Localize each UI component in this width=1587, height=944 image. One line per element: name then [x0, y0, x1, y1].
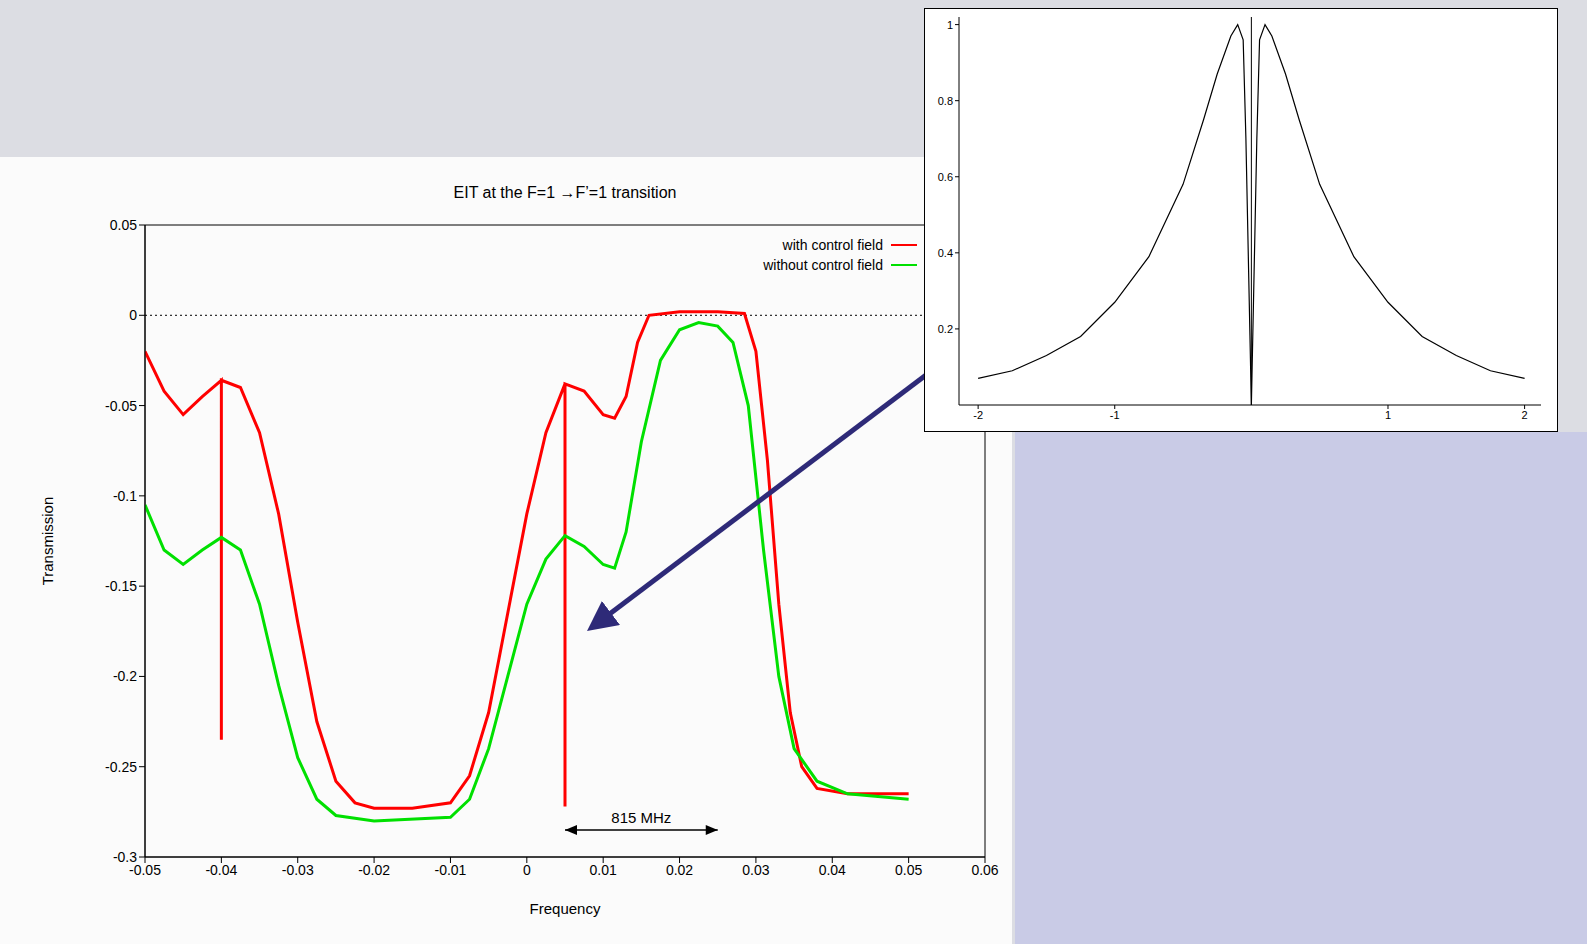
svg-text:-0.2: -0.2: [113, 668, 137, 684]
svg-text:-0.05: -0.05: [105, 398, 137, 414]
svg-text:-0.04: -0.04: [205, 862, 237, 878]
html-text:EIT at the F=1 →F’=1 transitio: EIT at the F=1 →F’=1 transition: [453, 184, 677, 201]
svg-text:0: 0: [129, 307, 137, 323]
svg-text:1: 1: [1385, 409, 1391, 421]
svg-text:0: 0: [523, 862, 531, 878]
svg-text:-0.3: -0.3: [113, 849, 137, 865]
svg-text:0.06: 0.06: [971, 862, 998, 878]
html-text:without control field: without control field: [763, 257, 883, 273]
svg-text:Frequency: Frequency: [530, 900, 601, 917]
svg-text:-0.02: -0.02: [358, 862, 390, 878]
svg-text:0.03: 0.03: [742, 862, 769, 878]
svg-text:1: 1: [947, 19, 953, 31]
svg-text:0.01: 0.01: [590, 862, 617, 878]
html-text:with control field: with control field: [782, 237, 883, 253]
svg-text:-1: -1: [1110, 409, 1120, 421]
svg-text:-0.05: -0.05: [129, 861, 161, 878]
svg-text:0.8: 0.8: [938, 95, 953, 107]
svg-text:0.02: 0.02: [666, 862, 693, 878]
svg-text:0.4: 0.4: [938, 247, 953, 259]
svg-text:Transmission: Transmission: [39, 497, 56, 586]
svg-text:-0.03: -0.03: [282, 862, 314, 878]
svg-text:0.2: 0.2: [938, 323, 953, 335]
svg-text:-0.25: -0.25: [105, 759, 137, 775]
svg-text:0.04: 0.04: [819, 862, 846, 878]
svg-text:0.6: 0.6: [938, 171, 953, 183]
svg-text:-2: -2: [973, 409, 983, 421]
svg-text:815 MHz: 815 MHz: [611, 809, 671, 826]
svg-text:-0.15: -0.15: [105, 578, 137, 594]
svg-text:0.05: 0.05: [895, 862, 922, 878]
svg-text:2: 2: [1522, 409, 1528, 421]
svg-text:0.05: 0.05: [110, 217, 137, 233]
svg-text:-0.1: -0.1: [113, 488, 137, 504]
svg-text:-0.01: -0.01: [434, 862, 466, 878]
